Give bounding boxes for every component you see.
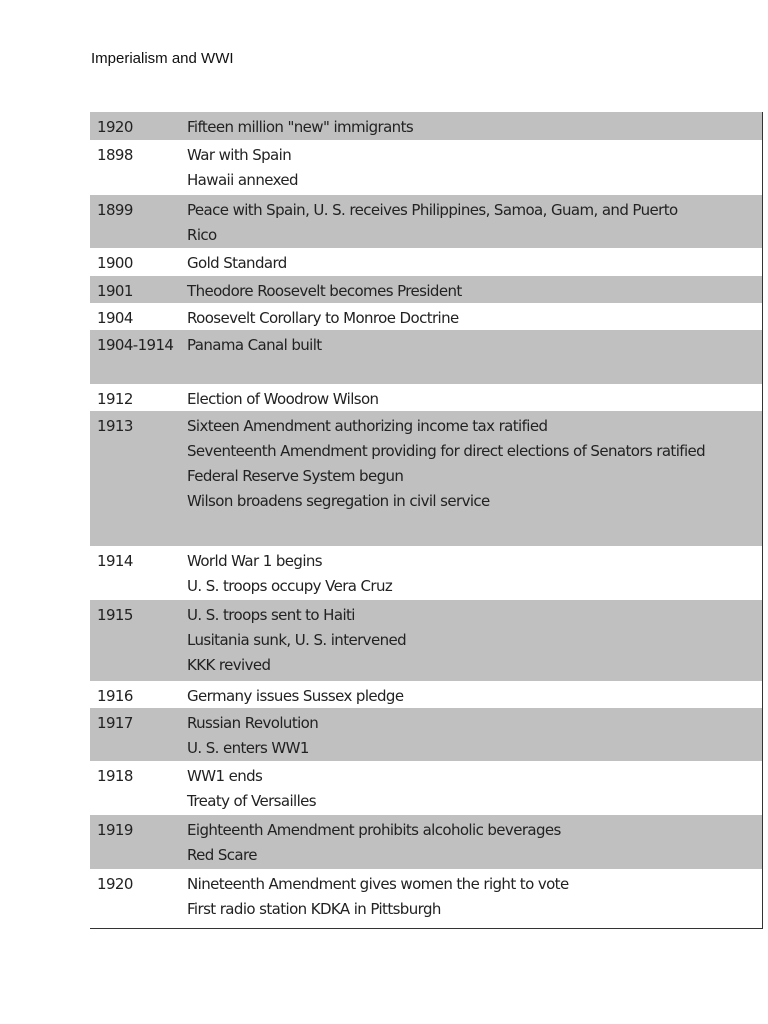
events-cell: Nineteenth Amendment gives women the rig… bbox=[187, 872, 762, 922]
table-row: 1918 WW1 ends Treaty of Versailles bbox=[90, 761, 762, 815]
event-text: Rico bbox=[187, 226, 217, 244]
year-cell: 1901 bbox=[97, 282, 133, 300]
events-cell: World War 1 begins U. S. troops occupy Ve… bbox=[187, 549, 762, 599]
event-text: Gold Standard bbox=[187, 254, 287, 272]
events-cell: Panama Canal built bbox=[187, 333, 762, 358]
table-row: 1920 Nineteenth Amendment gives women the… bbox=[90, 869, 762, 928]
year-cell: 1920 bbox=[97, 118, 133, 136]
table-row: 1899 Peace with Spain, U. S. receives Phi… bbox=[90, 195, 762, 248]
year-cell: 1898 bbox=[97, 146, 133, 164]
event-text: World War 1 begins bbox=[187, 552, 323, 570]
events-cell: Eighteenth Amendment prohibits alcoholic… bbox=[187, 818, 762, 868]
document-title: Imperialism and WWI bbox=[91, 50, 234, 67]
table-row: 1919 Eighteenth Amendment prohibits alcoh… bbox=[90, 815, 762, 869]
year-cell: 1918 bbox=[97, 767, 133, 785]
events-cell: Roosevelt Corollary to Monroe Doctrine bbox=[187, 306, 762, 331]
event-text: U. S. troops occupy Vera Cruz bbox=[187, 577, 393, 595]
event-text: Treaty of Versailles bbox=[187, 792, 317, 810]
year-cell: 1899 bbox=[97, 201, 133, 219]
event-text: Seventeenth Amendment providing for dire… bbox=[187, 442, 706, 460]
event-text: Red Scare bbox=[187, 846, 258, 864]
year-cell: 1904 bbox=[97, 309, 133, 327]
year-cell: 1916 bbox=[97, 687, 133, 705]
event-text: Roosevelt Corollary to Monroe Doctrine bbox=[187, 309, 459, 327]
table-row: 1917 Russian Revolution U. S. enters WW1 bbox=[90, 708, 762, 761]
year-cell: 1912 bbox=[97, 390, 133, 408]
events-cell: WW1 ends Treaty of Versailles bbox=[187, 764, 762, 814]
event-text: War with Spain bbox=[187, 146, 292, 164]
table-row: 1904-1914 Panama Canal built bbox=[90, 330, 762, 384]
events-cell: Russian Revolution U. S. enters WW1 bbox=[187, 711, 762, 761]
events-cell: Election of Woodrow Wilson bbox=[187, 387, 762, 412]
event-text: Hawaii annexed bbox=[187, 171, 299, 189]
year-cell: 1913 bbox=[97, 417, 133, 435]
events-cell: War with Spain Hawaii annexed bbox=[187, 143, 762, 193]
event-text: Lusitania sunk, U. S. intervened bbox=[187, 631, 407, 649]
event-text: Eighteenth Amendment prohibits alcoholic… bbox=[187, 821, 561, 839]
events-cell: Theodore Roosevelt becomes President bbox=[187, 279, 762, 304]
year-cell: 1917 bbox=[97, 714, 133, 732]
event-text: KKK revived bbox=[187, 656, 271, 674]
event-text: U. S. troops sent to Haiti bbox=[187, 606, 355, 624]
events-cell: Gold Standard bbox=[187, 251, 762, 276]
event-text: Panama Canal built bbox=[187, 336, 322, 354]
table-row: 1904 Roosevelt Corollary to Monroe Doctri… bbox=[90, 303, 762, 330]
event-text: Theodore Roosevelt becomes President bbox=[187, 282, 462, 300]
timeline-table: 1920 Fifteen million "new" immigrants 1898… bbox=[90, 112, 763, 929]
event-text: Peace with Spain, U. S. receives Philipp… bbox=[187, 201, 678, 219]
events-cell: U. S. troops sent to Haiti Lusitania sunk… bbox=[187, 603, 762, 678]
event-text: Sixteen Amendment authorizing income tax… bbox=[187, 417, 548, 435]
table-row: 1898 War with Spain Hawaii annexed bbox=[90, 140, 762, 195]
event-text: Fifteen million "new" immigrants bbox=[187, 118, 414, 136]
year-cell: 1920 bbox=[97, 875, 133, 893]
event-text: Election of Woodrow Wilson bbox=[187, 390, 379, 408]
table-row: 1901 Theodore Roosevelt becomes President bbox=[90, 276, 762, 303]
event-text: Russian Revolution bbox=[187, 714, 319, 732]
year-cell: 1919 bbox=[97, 821, 133, 839]
table-row: 1920 Fifteen million "new" immigrants bbox=[90, 112, 762, 140]
year-cell: 1914 bbox=[97, 552, 133, 570]
table-row: 1913 Sixteen Amendment authorizing income… bbox=[90, 411, 762, 546]
event-text: First radio station KDKA in Pittsburgh bbox=[187, 900, 441, 918]
events-cell: Germany issues Sussex pledge bbox=[187, 684, 762, 709]
event-text: Germany issues Sussex pledge bbox=[187, 687, 404, 705]
events-cell: Peace with Spain, U. S. receives Philipp… bbox=[187, 198, 762, 248]
event-text: U. S. enters WW1 bbox=[187, 739, 309, 757]
event-text: Federal Reserve System begun bbox=[187, 467, 404, 485]
events-cell: Sixteen Amendment authorizing income tax… bbox=[187, 414, 762, 514]
event-text: Nineteenth Amendment gives women the rig… bbox=[187, 875, 569, 893]
event-text: Wilson broadens segregation in civil ser… bbox=[187, 492, 490, 510]
table-row: 1912 Election of Woodrow Wilson bbox=[90, 384, 762, 411]
event-text: WW1 ends bbox=[187, 767, 263, 785]
events-cell: Fifteen million "new" immigrants bbox=[187, 115, 762, 140]
table-row: 1915 U. S. troops sent to Haiti Lusitania … bbox=[90, 600, 762, 681]
year-cell: 1904-1914 bbox=[97, 336, 174, 354]
table-row: 1916 Germany issues Sussex pledge bbox=[90, 681, 762, 708]
table-row: 1914 World War 1 begins U. S. troops occup… bbox=[90, 546, 762, 600]
year-cell: 1915 bbox=[97, 606, 133, 624]
table-row: 1900 Gold Standard bbox=[90, 248, 762, 276]
year-cell: 1900 bbox=[97, 254, 133, 272]
